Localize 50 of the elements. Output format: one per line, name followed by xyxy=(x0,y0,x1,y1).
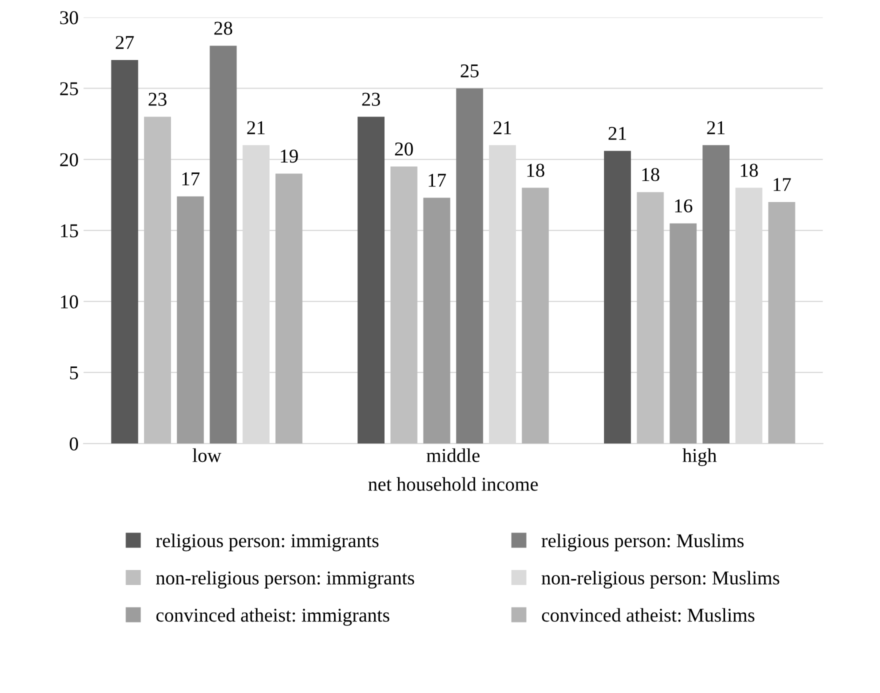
legend-label: religious person: immigrants xyxy=(156,534,378,552)
bar xyxy=(423,198,450,444)
data-label: 25 xyxy=(460,64,479,78)
data-label: 18 xyxy=(527,164,544,177)
data-label: 21 xyxy=(247,121,265,134)
bar xyxy=(210,46,237,444)
bar xyxy=(768,202,796,444)
bar xyxy=(522,188,549,444)
bar xyxy=(111,60,138,444)
y-tick-label: 20 xyxy=(60,153,78,166)
bar xyxy=(144,116,171,444)
data-label: 19 xyxy=(280,150,298,163)
data-label: 23 xyxy=(148,92,166,106)
x-tick-label: high xyxy=(682,448,717,466)
data-label: 21 xyxy=(608,126,626,140)
bar xyxy=(456,88,484,444)
data-label: 28 xyxy=(214,22,232,35)
x-tick-label: low xyxy=(192,448,222,462)
data-label: 17 xyxy=(428,174,446,187)
data-label: 20 xyxy=(395,142,413,156)
data-label: 16 xyxy=(675,199,692,212)
bar xyxy=(636,192,664,444)
bar xyxy=(390,166,418,444)
data-label: 17 xyxy=(774,178,791,191)
data-label: 18 xyxy=(642,168,660,182)
data-label: 27 xyxy=(116,36,134,49)
legend-label: non-religious person: Muslims xyxy=(542,570,780,589)
data-label: 21 xyxy=(707,121,725,134)
legend-label: convinced atheist: Muslims xyxy=(542,608,754,622)
y-tick-label: 10 xyxy=(61,295,78,308)
legend-label: convinced atheist: immigrants xyxy=(156,608,390,626)
data-label: 23 xyxy=(362,92,380,106)
bar xyxy=(358,116,385,444)
bar xyxy=(670,223,697,444)
x-axis-title: net household income xyxy=(368,477,538,491)
x-tick-label: middle xyxy=(426,448,480,462)
y-tick-label: 25 xyxy=(60,82,78,96)
y-tick-label: 15 xyxy=(61,224,78,238)
bar xyxy=(176,196,204,444)
legend-label: religious person: Muslims xyxy=(542,534,744,552)
y-tick-label: 30 xyxy=(60,11,78,24)
legend-label: non-religious person: immigrants xyxy=(156,570,414,589)
data-label: 17 xyxy=(182,172,200,186)
bar xyxy=(275,174,302,444)
y-tick-label: 0 xyxy=(70,437,78,450)
data-label: 21 xyxy=(494,121,512,134)
y-tick-label: 5 xyxy=(70,366,78,380)
bar xyxy=(604,150,631,444)
data-label: 18 xyxy=(740,164,758,177)
bar xyxy=(702,145,730,444)
